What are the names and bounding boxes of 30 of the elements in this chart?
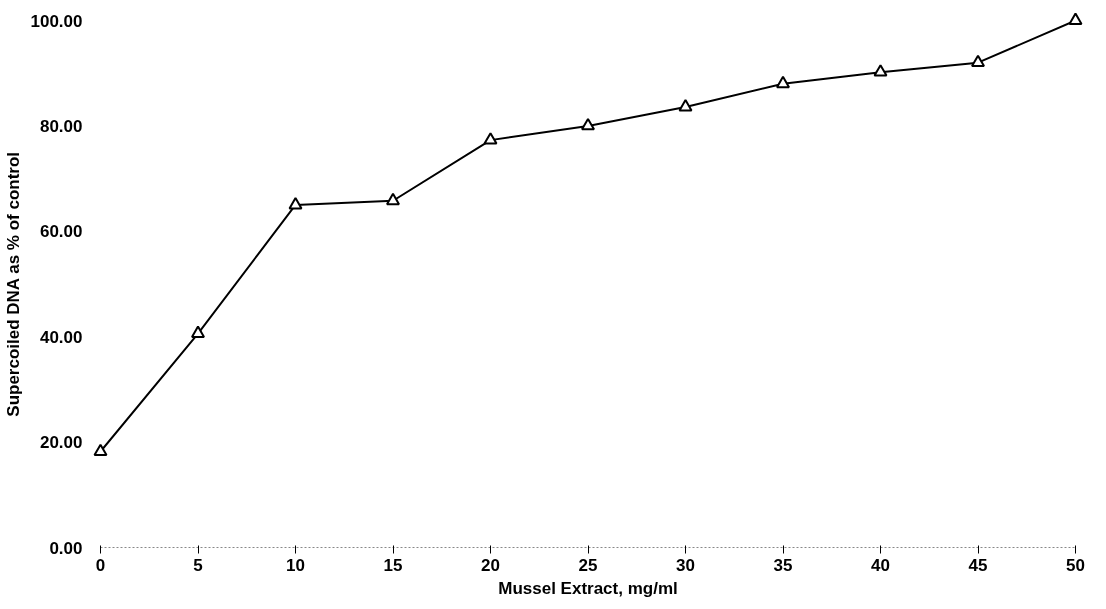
- x-tick-label: 5: [193, 555, 203, 575]
- y-tick-label: 80.00: [39, 116, 83, 136]
- point: [93, 443, 108, 457]
- x-tick-label: 0: [95, 555, 106, 575]
- point: [483, 132, 498, 145]
- x-tick-label: 10: [286, 555, 305, 575]
- x-axis-title: Mussel Extract, mg/ml: [498, 578, 678, 598]
- point: [1068, 12, 1083, 25]
- y-tick-label: 0.00: [49, 538, 83, 558]
- y-axis-title: Supercoiled DNA as % of control: [3, 151, 23, 417]
- y-tick-label: 20.00: [39, 433, 83, 453]
- y-tick-label: 60.00: [39, 222, 83, 242]
- point: [288, 197, 303, 210]
- point: [191, 325, 205, 338]
- y-tick-label: 40.00: [39, 327, 83, 347]
- x-tick-label: 25: [578, 555, 598, 575]
- point: [678, 99, 693, 112]
- x-tick-label: 20: [481, 555, 500, 575]
- point: [971, 54, 985, 68]
- x-tick-label: 40: [871, 555, 890, 575]
- point: [386, 192, 400, 206]
- point: [776, 75, 790, 89]
- x-tick-label: 15: [383, 555, 403, 575]
- x-tick-label: 30: [676, 555, 695, 575]
- point: [873, 64, 888, 77]
- x-tick-label: 35: [773, 555, 793, 575]
- point: [581, 117, 595, 131]
- x-tick-label: 45: [968, 555, 988, 575]
- y-tick-label: 100.00: [30, 11, 83, 31]
- x-tick-label: 50: [1066, 555, 1085, 575]
